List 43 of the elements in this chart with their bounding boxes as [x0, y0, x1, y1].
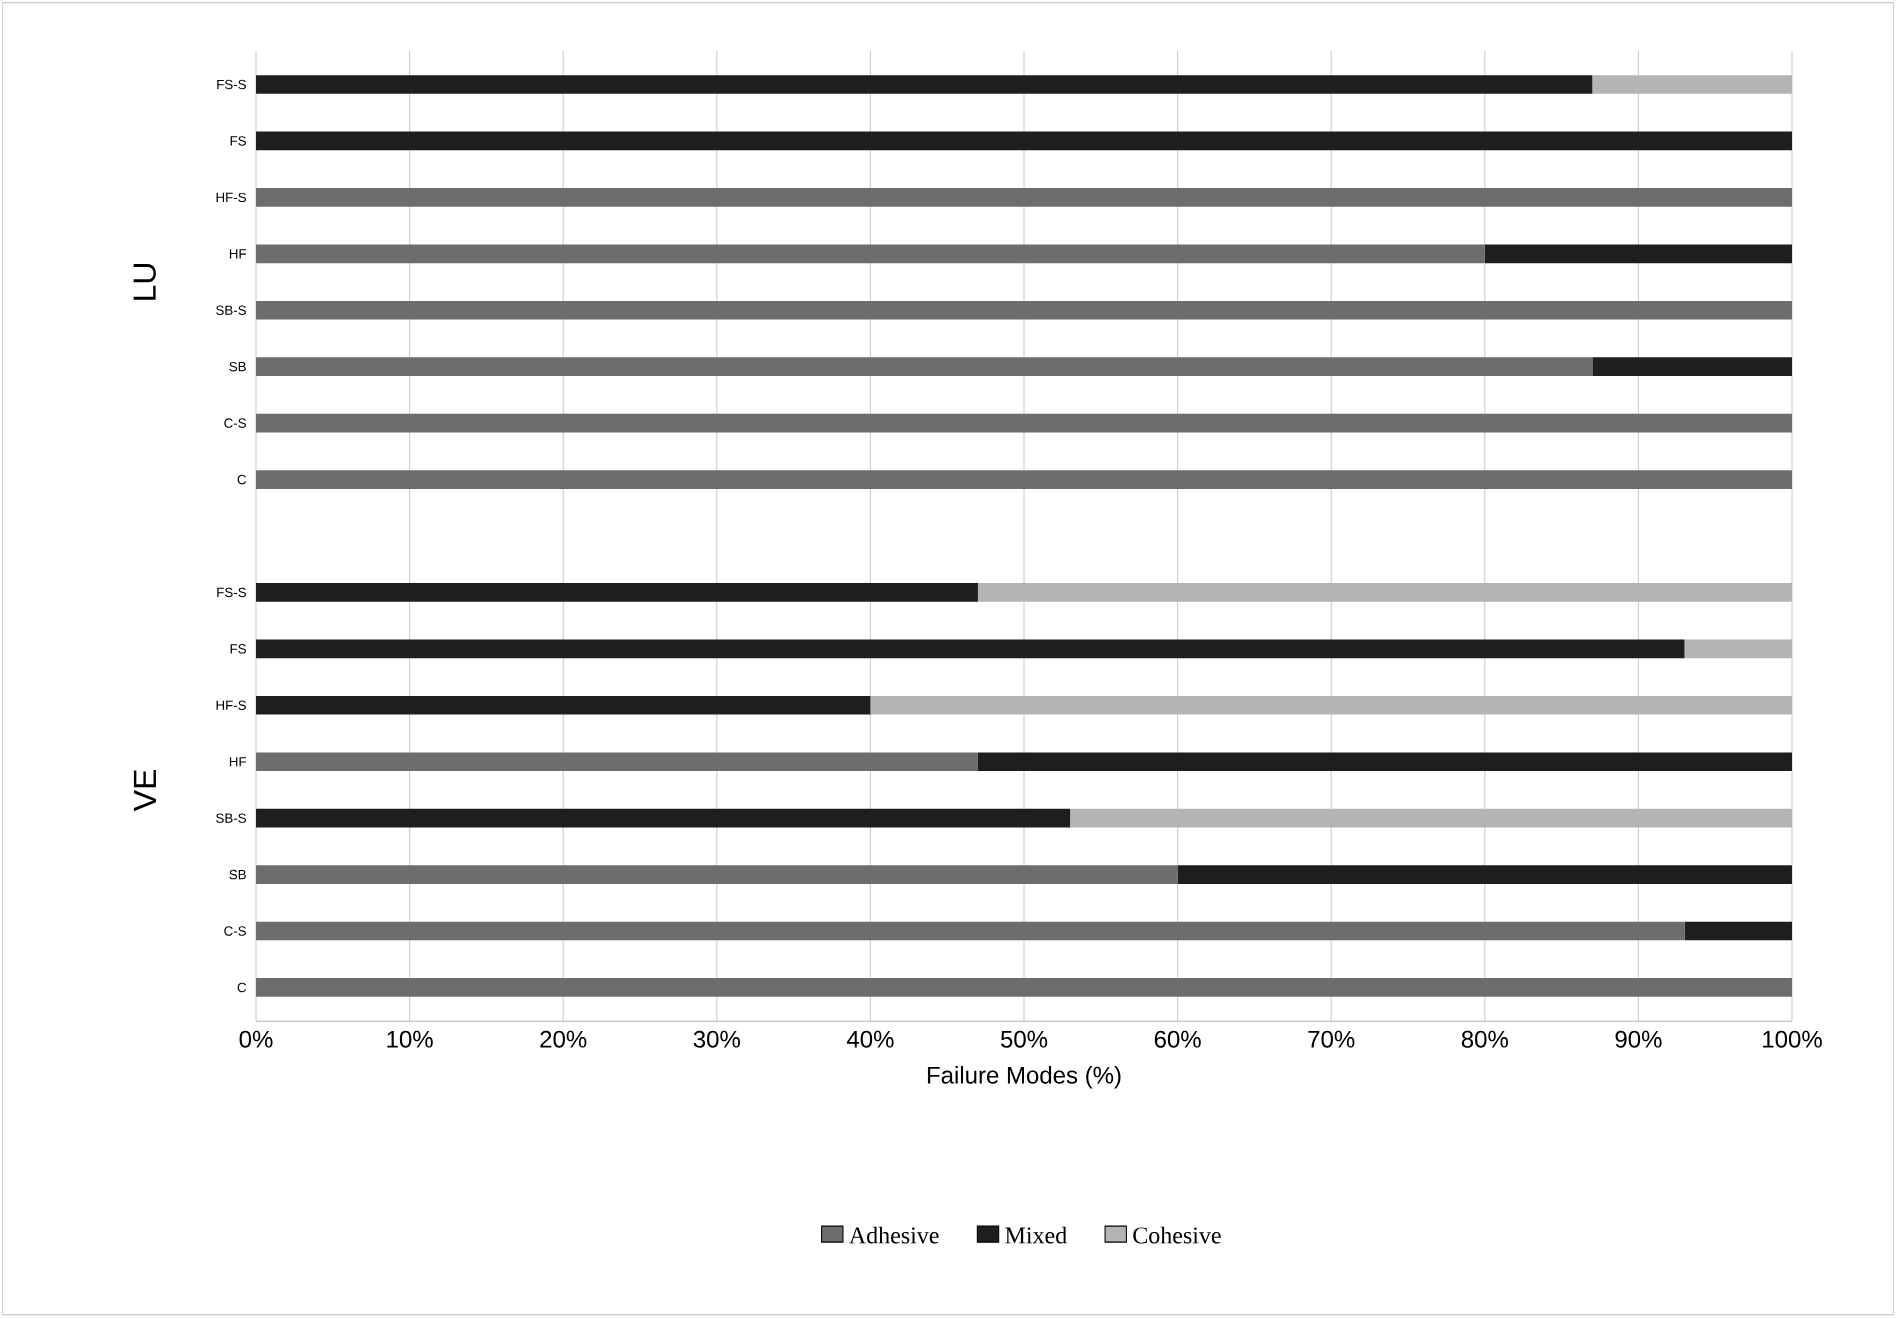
bar — [1684, 639, 1793, 659]
bar — [1070, 809, 1793, 828]
x-tick-label: 70% — [1308, 1031, 1355, 1049]
bar — [256, 639, 1685, 659]
x-axis-title: Failure Modes (%) — [927, 1066, 1121, 1089]
bar — [1684, 922, 1793, 941]
bar — [256, 809, 1071, 828]
bar — [256, 188, 1793, 208]
bar — [977, 583, 1793, 603]
x-tick-label: 20% — [540, 1031, 587, 1049]
text: VE — [133, 770, 156, 812]
bar — [256, 752, 978, 772]
bar — [256, 301, 1793, 320]
bar — [1592, 357, 1793, 377]
bar — [256, 244, 1485, 264]
bar — [1592, 75, 1793, 95]
legend-label: Cohesive — [1133, 1227, 1221, 1244]
bar — [977, 752, 1793, 772]
bar — [256, 865, 1178, 885]
bar — [256, 131, 1793, 151]
bar — [1484, 244, 1793, 264]
x-tick-label: 60% — [1154, 1031, 1201, 1049]
bar — [870, 696, 1793, 715]
bar — [256, 583, 978, 603]
bar — [1177, 865, 1793, 885]
x-tick-label: 50% — [1000, 1031, 1048, 1049]
x-tick-label: 40% — [846, 1031, 894, 1049]
x-tick-label: 90% — [1615, 1031, 1662, 1049]
x-tick-label: 10% — [387, 1031, 433, 1049]
bar — [256, 414, 1793, 433]
bar — [256, 978, 1793, 998]
text: LU — [133, 264, 156, 301]
legend-label: Adhesive — [849, 1227, 939, 1244]
x-tick-label: 80% — [1461, 1031, 1508, 1049]
x-tick-label: 30% — [693, 1031, 740, 1049]
legend-label: Mixed — [1005, 1227, 1067, 1244]
bar — [256, 470, 1793, 490]
bar — [256, 357, 1593, 377]
x-tick-label: 0% — [239, 1031, 273, 1049]
bar — [256, 75, 1593, 95]
bar — [256, 696, 871, 715]
bar — [256, 922, 1685, 941]
x-tick-label: 100% — [1763, 1031, 1822, 1049]
